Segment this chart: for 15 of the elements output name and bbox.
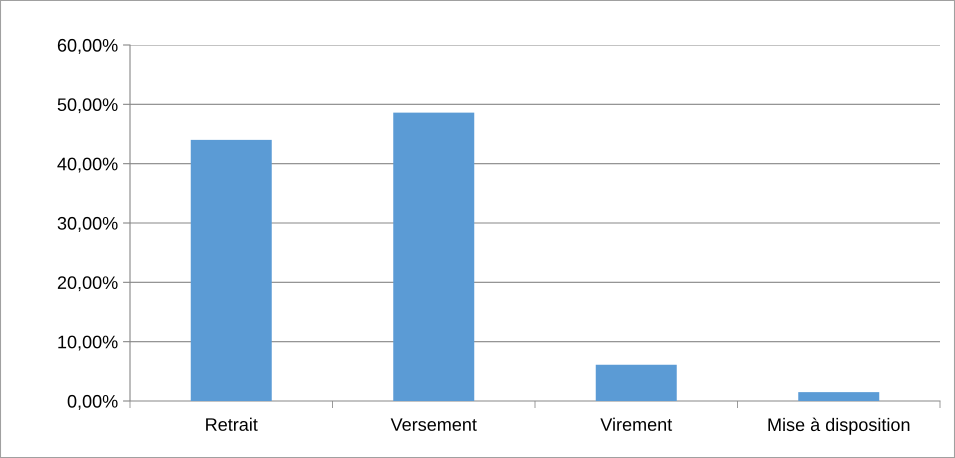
y-tick-label: 20,00% <box>58 276 118 292</box>
y-tick-label: 0,00% <box>68 394 118 410</box>
x-tick-label: Virement <box>600 418 672 431</box>
bar <box>190 140 272 401</box>
x-tick-label: Versement <box>390 418 477 431</box>
y-tick-label: 50,00% <box>58 98 118 114</box>
bar <box>798 392 880 401</box>
x-tick-label: Retrait <box>206 418 258 431</box>
bar <box>393 112 474 401</box>
y-tick-label: 10,00% <box>58 336 118 351</box>
bar <box>596 364 677 401</box>
y-tick-label: 40,00% <box>57 158 118 173</box>
y-tick-label: 60,00% <box>58 38 118 54</box>
y-tick-label: 30,00% <box>58 216 118 232</box>
x-tick-label: Mise à disposition <box>768 418 910 435</box>
